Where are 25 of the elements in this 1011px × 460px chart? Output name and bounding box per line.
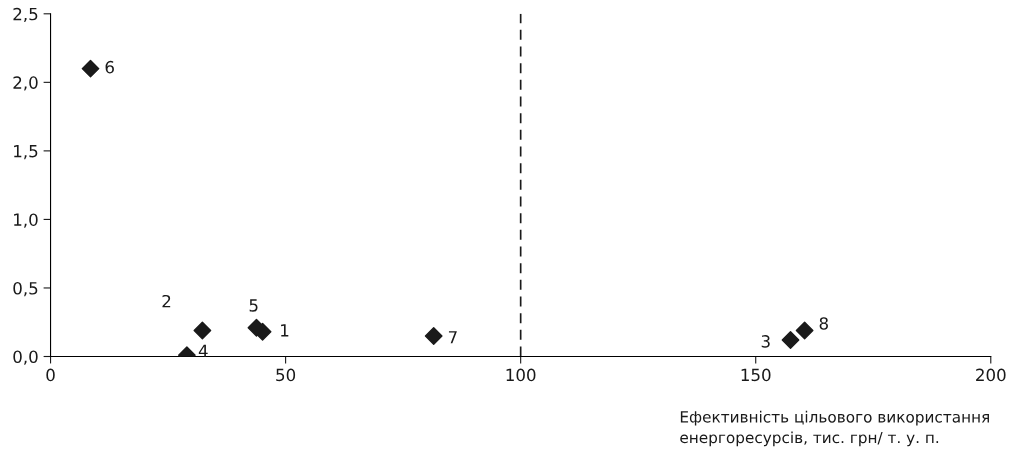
- y-tick-label: 2,0: [13, 76, 38, 91]
- y-tick-label: 0,0: [13, 350, 38, 365]
- annotation: 2: [162, 294, 171, 308]
- point: [81, 59, 100, 78]
- x-tick-label: 50: [276, 368, 296, 382]
- annotation: 3: [761, 335, 770, 348]
- point: [781, 331, 800, 349]
- x-tick-label: 100: [506, 368, 536, 382]
- x-tick-label: 150: [741, 368, 771, 382]
- y-tick-label: 2,5: [13, 7, 38, 23]
- point: [193, 321, 212, 340]
- annotation: 7: [448, 331, 457, 344]
- annotation: 1: [281, 324, 289, 337]
- annotation: 4: [198, 344, 208, 357]
- point: [795, 321, 814, 340]
- y-tick-label: 1,0: [14, 213, 38, 228]
- y-tick-label: 1,5: [14, 145, 38, 160]
- annotation: 8: [819, 317, 828, 330]
- annotation: 5: [249, 299, 258, 312]
- y-tick-label: 0,5: [13, 281, 38, 297]
- annotation: 6: [105, 60, 114, 74]
- x-axis-title: Ефективність цільового використання енергоресурсів, тис. грн/ т. у. п.: [680, 410, 989, 447]
- x-tick-label: 200: [976, 368, 1006, 382]
- x-tick-label: 0: [46, 368, 55, 382]
- point: [424, 327, 443, 345]
